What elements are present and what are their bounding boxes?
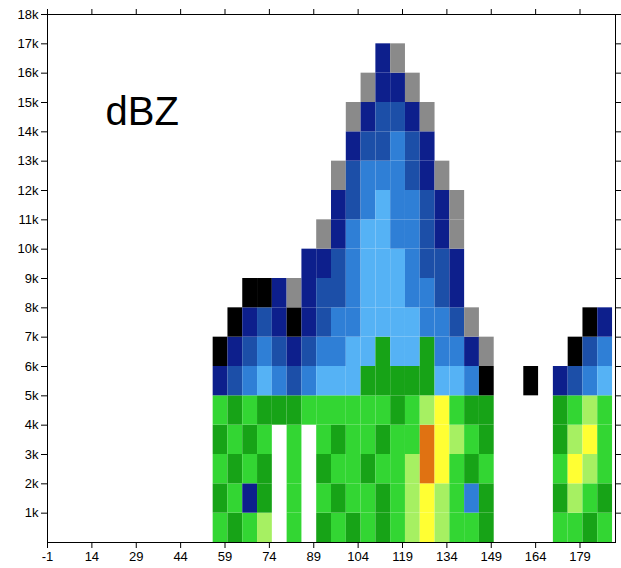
svg-text:2k: 2k	[25, 476, 39, 491]
svg-text:5k: 5k	[25, 388, 39, 403]
svg-text:179: 179	[569, 549, 591, 564]
svg-text:1k: 1k	[25, 505, 39, 520]
svg-text:12k: 12k	[18, 183, 39, 198]
svg-text:164: 164	[525, 549, 547, 564]
svg-text:17k: 17k	[18, 36, 39, 51]
svg-text:4k: 4k	[25, 417, 39, 432]
svg-text:29: 29	[129, 549, 143, 564]
svg-text:119: 119	[392, 549, 413, 564]
svg-text:9k: 9k	[25, 271, 39, 286]
svg-text:14: 14	[85, 549, 99, 564]
svg-text:3k: 3k	[25, 447, 39, 462]
svg-text:44: 44	[173, 549, 187, 564]
svg-text:11k: 11k	[19, 212, 39, 227]
svg-text:7k: 7k	[25, 329, 39, 344]
svg-text:13k: 13k	[18, 153, 39, 168]
svg-text:74: 74	[262, 549, 276, 564]
svg-text:-1: -1	[42, 549, 54, 564]
svg-text:104: 104	[347, 549, 369, 564]
svg-text:8k: 8k	[25, 300, 39, 315]
svg-text:15k: 15k	[18, 95, 39, 110]
svg-text:10k: 10k	[18, 241, 39, 256]
svg-text:59: 59	[218, 549, 232, 564]
svg-text:14k: 14k	[18, 124, 39, 139]
svg-text:18k: 18k	[18, 7, 39, 22]
svg-text:16k: 16k	[18, 65, 39, 80]
svg-text:89: 89	[307, 549, 321, 564]
svg-text:149: 149	[480, 549, 502, 564]
svg-text:dBZ: dBZ	[106, 89, 179, 133]
svg-text:6k: 6k	[25, 359, 39, 374]
svg-text:134: 134	[436, 549, 458, 564]
